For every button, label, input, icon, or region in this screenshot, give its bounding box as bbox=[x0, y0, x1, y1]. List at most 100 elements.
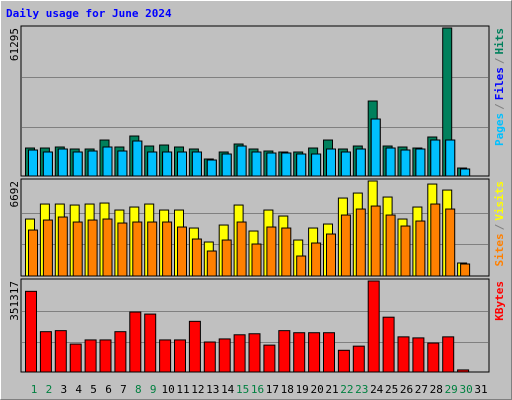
bar bbox=[99, 339, 112, 373]
bar bbox=[340, 151, 351, 177]
bar bbox=[117, 222, 128, 277]
bar bbox=[445, 208, 456, 277]
bar bbox=[206, 250, 217, 277]
legend-entry: Pages bbox=[493, 113, 506, 146]
legend-entry: KBytes bbox=[493, 281, 506, 321]
bar bbox=[430, 203, 441, 277]
x-tick-label: 24 bbox=[370, 383, 384, 396]
bar bbox=[355, 148, 366, 177]
bar bbox=[221, 239, 232, 277]
x-tick-label: 16 bbox=[251, 383, 264, 396]
x-tick-label: 31 bbox=[474, 383, 487, 396]
bar bbox=[39, 331, 52, 373]
bar bbox=[147, 151, 158, 177]
bar bbox=[296, 153, 307, 177]
bar bbox=[397, 336, 410, 373]
bar bbox=[42, 151, 53, 177]
bar bbox=[296, 255, 307, 277]
bar bbox=[102, 146, 113, 177]
x-tick-label: 9 bbox=[150, 383, 157, 396]
bar bbox=[355, 208, 366, 277]
x-tick-label: 26 bbox=[400, 383, 413, 396]
bar bbox=[233, 334, 246, 373]
x-tick-label: 3 bbox=[60, 383, 67, 396]
x-tick-label: 2 bbox=[46, 383, 53, 396]
x-tick-label: 10 bbox=[161, 383, 174, 396]
legend-separator: / bbox=[493, 103, 506, 110]
bar bbox=[293, 332, 306, 373]
chart-title: Daily usage for June 2024 bbox=[6, 7, 172, 20]
bar bbox=[191, 151, 202, 177]
bar bbox=[457, 369, 470, 373]
x-tick-label: 17 bbox=[266, 383, 279, 396]
bar bbox=[117, 150, 128, 177]
x-tick-label: 5 bbox=[90, 383, 97, 396]
bar bbox=[278, 330, 291, 373]
bar bbox=[281, 227, 292, 277]
x-tick-label: 22 bbox=[340, 383, 353, 396]
x-tick-label: 28 bbox=[430, 383, 443, 396]
bar bbox=[400, 149, 411, 177]
legend: KBytes bbox=[493, 281, 506, 321]
legend-entry: Sites bbox=[493, 233, 506, 266]
bar bbox=[221, 153, 232, 177]
y-tick-label: 351317 bbox=[8, 281, 21, 321]
bar bbox=[188, 320, 201, 373]
bar bbox=[382, 316, 395, 373]
bar bbox=[72, 151, 83, 177]
bar bbox=[57, 148, 68, 177]
bar bbox=[102, 218, 113, 277]
x-tick-label: 6 bbox=[105, 383, 112, 396]
bar bbox=[400, 225, 411, 277]
bar bbox=[266, 226, 277, 277]
bar bbox=[367, 280, 380, 373]
bar bbox=[114, 331, 127, 373]
x-tick-label: 27 bbox=[415, 383, 428, 396]
bar bbox=[42, 219, 53, 277]
bar bbox=[251, 243, 262, 277]
bar bbox=[162, 221, 173, 277]
bar bbox=[132, 140, 143, 177]
bar bbox=[352, 345, 365, 373]
bar bbox=[177, 226, 187, 277]
bar bbox=[236, 221, 247, 277]
bar bbox=[442, 336, 455, 373]
bar bbox=[218, 338, 231, 373]
x-tick-label: 18 bbox=[281, 383, 294, 396]
bar bbox=[144, 313, 157, 373]
legend-separator: / bbox=[493, 57, 506, 64]
bar bbox=[54, 330, 67, 373]
bar bbox=[263, 344, 276, 373]
bar bbox=[326, 148, 336, 177]
bar bbox=[251, 151, 262, 177]
bar bbox=[72, 221, 83, 277]
bar bbox=[460, 263, 471, 277]
bar bbox=[28, 229, 38, 277]
bar bbox=[28, 149, 38, 177]
x-tick-label: 7 bbox=[120, 383, 127, 396]
bar bbox=[385, 147, 396, 177]
bar bbox=[415, 148, 426, 177]
legend-entry: Files bbox=[493, 67, 506, 100]
bar bbox=[57, 216, 68, 277]
x-tick-label: 19 bbox=[296, 383, 309, 396]
x-tick-label: 13 bbox=[206, 383, 219, 396]
bar bbox=[84, 339, 97, 373]
x-tick-label: 21 bbox=[325, 383, 338, 396]
legend-separator: / bbox=[493, 223, 506, 230]
bar bbox=[236, 145, 247, 177]
legend-entry: Hits bbox=[493, 28, 506, 55]
x-tick-label: 12 bbox=[191, 383, 204, 396]
bar bbox=[147, 221, 158, 277]
bar bbox=[206, 159, 217, 177]
x-tick-label: 29 bbox=[445, 383, 458, 396]
bar bbox=[370, 118, 381, 177]
x-tick-label: 23 bbox=[355, 383, 368, 396]
bar bbox=[323, 332, 335, 373]
bar bbox=[427, 342, 440, 373]
bar bbox=[87, 219, 98, 277]
legend: Pages / Files / Hits bbox=[493, 28, 506, 146]
y-tick-label: 6692 bbox=[8, 181, 21, 208]
x-tick-label: 20 bbox=[310, 383, 323, 396]
